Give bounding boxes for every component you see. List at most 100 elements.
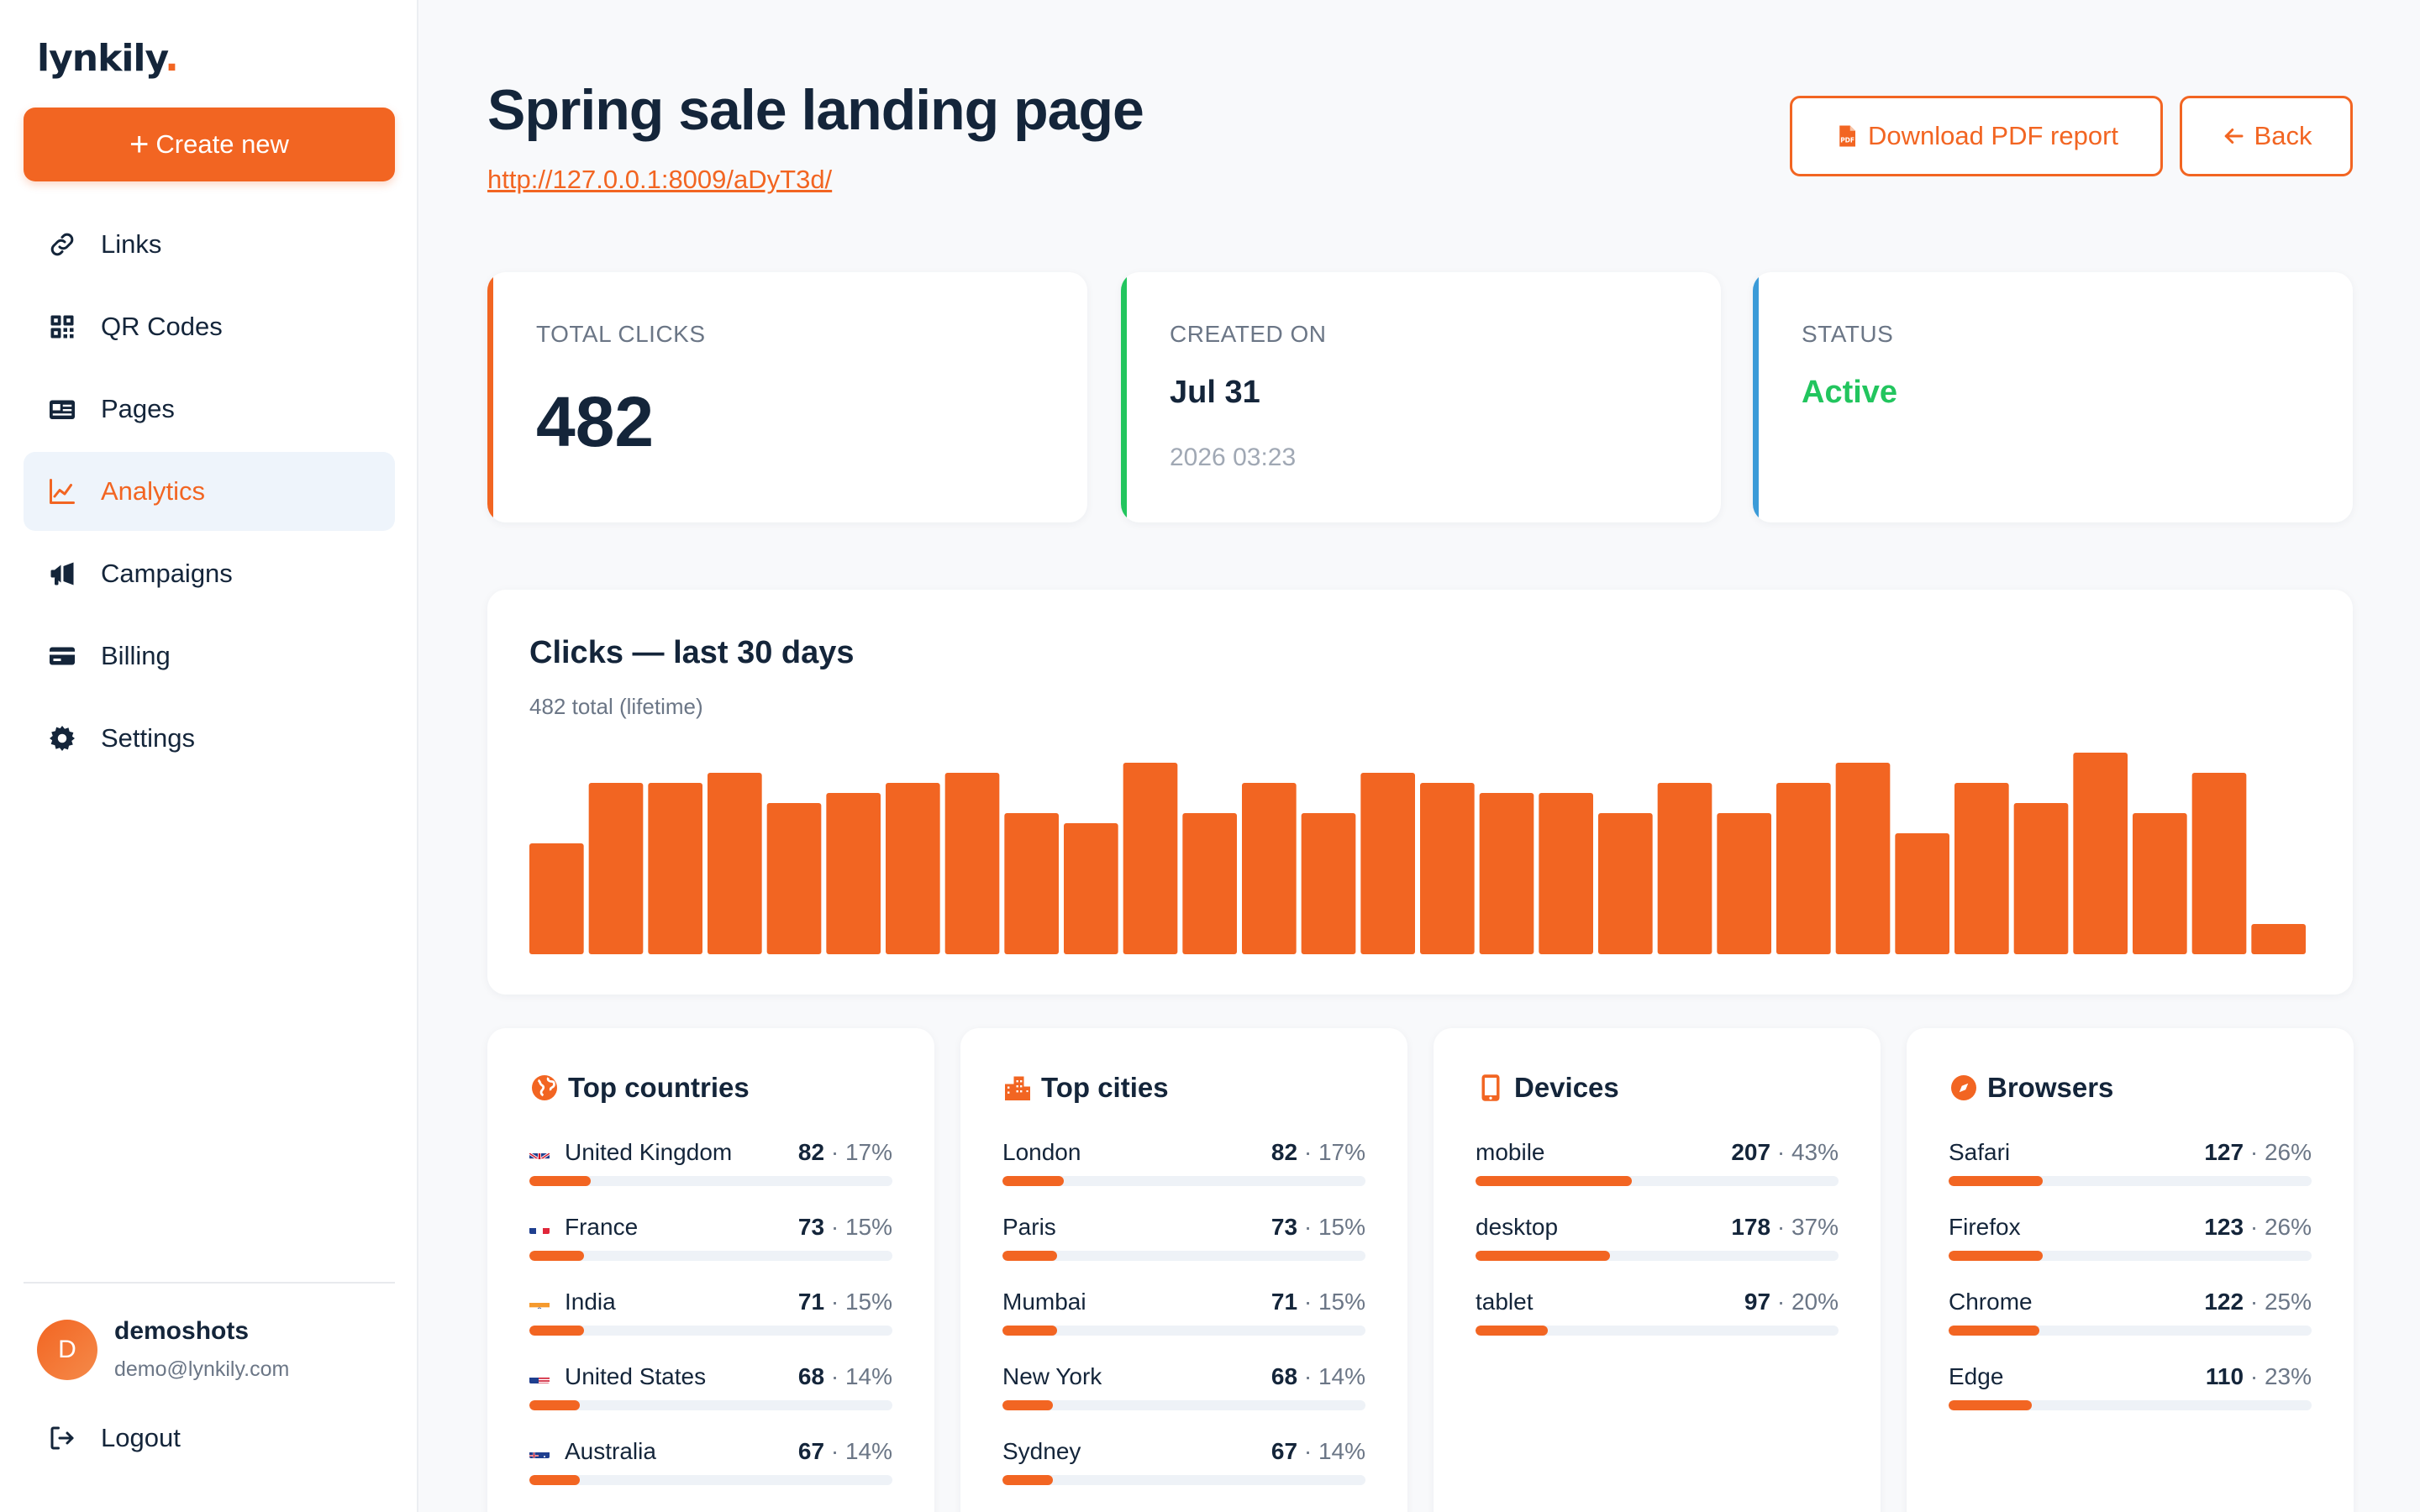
short-link-url[interactable]: http://127.0.0.1:8009/aDyT3d/ [487, 165, 833, 194]
row-percent: · 14% [830, 1363, 892, 1389]
brand-logo[interactable]: lynkily. [37, 37, 179, 80]
sidebar-item-campaigns[interactable]: Campaigns [24, 534, 395, 613]
chart-bar[interactable] [2133, 813, 2187, 954]
progress-fill [529, 1251, 584, 1261]
sidebar-item-billing[interactable]: Billing [24, 617, 395, 696]
chart-bar[interactable] [2191, 773, 2247, 954]
total-clicks-label: TOTAL CLICKS [536, 321, 706, 347]
created-on-time: 2026 03:23 [1170, 444, 1297, 471]
chart-bar[interactable] [1004, 813, 1059, 954]
progress-fill [1002, 1326, 1057, 1336]
chart-bar[interactable] [1123, 763, 1178, 954]
sidebar-item-analytics[interactable]: Analytics [24, 452, 395, 531]
sidebar-item-settings[interactable]: Settings [24, 699, 395, 778]
progress-fill [1002, 1400, 1054, 1410]
row-percent: · 17% [830, 1139, 892, 1165]
progress-fill [1949, 1326, 2039, 1336]
row-count: 71 [1270, 1289, 1298, 1315]
progress-track [1002, 1400, 1365, 1410]
chart-bar[interactable] [1420, 783, 1475, 954]
qr-code-icon [47, 312, 77, 342]
progress-track [529, 1176, 892, 1186]
chart-bar[interactable] [1776, 783, 1831, 954]
chart-bar[interactable] [1479, 793, 1534, 954]
row-count: 68 [797, 1363, 825, 1389]
back-label: Back [2254, 121, 2312, 150]
top-countries-title: Top countries [568, 1072, 750, 1103]
globe-icon [532, 1075, 557, 1100]
link-icon [47, 229, 77, 260]
progress-fill [1476, 1251, 1610, 1261]
row-percent: · 14% [830, 1438, 892, 1464]
chart-bar[interactable] [766, 803, 822, 954]
chart-bar[interactable] [886, 783, 940, 954]
chart-bar[interactable] [1360, 773, 1415, 954]
progress-track [1002, 1475, 1365, 1485]
credit-card-icon [47, 641, 77, 671]
chart-bar[interactable] [2013, 803, 2069, 954]
card-accent-bar [487, 272, 493, 522]
sidebar-item-qr-codes[interactable]: QR Codes [24, 287, 395, 366]
progress-fill [1476, 1176, 1632, 1186]
list-item: Safari 127 · 26% [1949, 1139, 2312, 1214]
chart-bar[interactable] [1539, 793, 1593, 954]
chart-bar[interactable] [1242, 783, 1297, 954]
row-count: 123 [2204, 1214, 2244, 1240]
created-on-label: CREATED ON [1170, 321, 1327, 347]
chart-bar[interactable] [1301, 813, 1356, 954]
chart-bar[interactable] [588, 783, 644, 954]
chart-bar[interactable] [648, 783, 702, 954]
sidebar-item-links[interactable]: Links [24, 205, 395, 284]
chart-bar[interactable] [1598, 813, 1653, 954]
top-countries-card: Top countries United Kingdom 82 · 17% Fran… [487, 1028, 934, 1512]
list-item: desktop 178 · 37% [1476, 1214, 1839, 1289]
flag-au-icon [529, 1445, 550, 1458]
mobile-device-icon [1481, 1074, 1500, 1101]
progress-fill [529, 1326, 584, 1336]
progress-track [1476, 1176, 1839, 1186]
row-label: Chrome [1949, 1289, 2033, 1315]
sidebar-item-label: Billing [101, 641, 171, 670]
flag-fr-icon [529, 1221, 550, 1234]
logout-button[interactable]: Logout [47, 1423, 181, 1453]
chart-bar[interactable] [1657, 783, 1712, 954]
chart-bar[interactable] [1895, 833, 1949, 954]
chart-bar[interactable] [2251, 924, 2306, 954]
list-item: tablet 97 · 20% [1476, 1289, 1839, 1363]
chart-bar[interactable] [1182, 813, 1237, 954]
progress-fill [529, 1400, 581, 1410]
chart-bar[interactable] [1064, 823, 1118, 954]
chart-bar[interactable] [944, 773, 1000, 954]
progress-track [529, 1251, 892, 1261]
gear-icon [47, 723, 77, 753]
chart-bar[interactable] [1954, 783, 2009, 954]
row-percent: · 14% [1303, 1363, 1365, 1389]
sidebar-item-label: Links [101, 229, 162, 259]
back-button[interactable]: Back [2180, 96, 2353, 176]
chart-bar[interactable] [1835, 763, 1891, 954]
row-label: tablet [1476, 1289, 1534, 1315]
chart-bar[interactable] [1717, 813, 1771, 954]
progress-fill [1949, 1251, 2044, 1261]
row-percent: · 23% [2249, 1363, 2312, 1389]
chart-bar[interactable] [2073, 753, 2128, 954]
chart-bar[interactable] [826, 793, 881, 954]
download-pdf-button[interactable]: PDF Download PDF report [1790, 96, 2163, 176]
progress-fill [1476, 1326, 1549, 1336]
create-new-button[interactable]: + Create new [24, 108, 395, 181]
clicks-chart-card: Clicks — last 30 days 482 total (lifetim… [487, 590, 2353, 995]
progress-fill [1002, 1176, 1065, 1186]
user-profile[interactable]: D demoshots demo@lynkily.com [37, 1317, 289, 1382]
sidebar-item-pages[interactable]: Pages [24, 370, 395, 449]
chart-bar[interactable] [708, 773, 762, 954]
list-item: mobile 207 · 43% [1476, 1139, 1839, 1214]
list-item: United Kingdom 82 · 17% [529, 1139, 892, 1214]
top-cities-title: Top cities [1041, 1072, 1169, 1103]
progress-track [1002, 1251, 1365, 1261]
total-clicks-card: TOTAL CLICKS 482 [487, 272, 1087, 522]
status-label: STATUS [1802, 321, 1894, 347]
chart-bar[interactable] [529, 843, 584, 954]
list-item: Firefox 123 · 26% [1949, 1214, 2312, 1289]
row-percent: · 43% [1776, 1139, 1839, 1165]
progress-track [1002, 1326, 1365, 1336]
